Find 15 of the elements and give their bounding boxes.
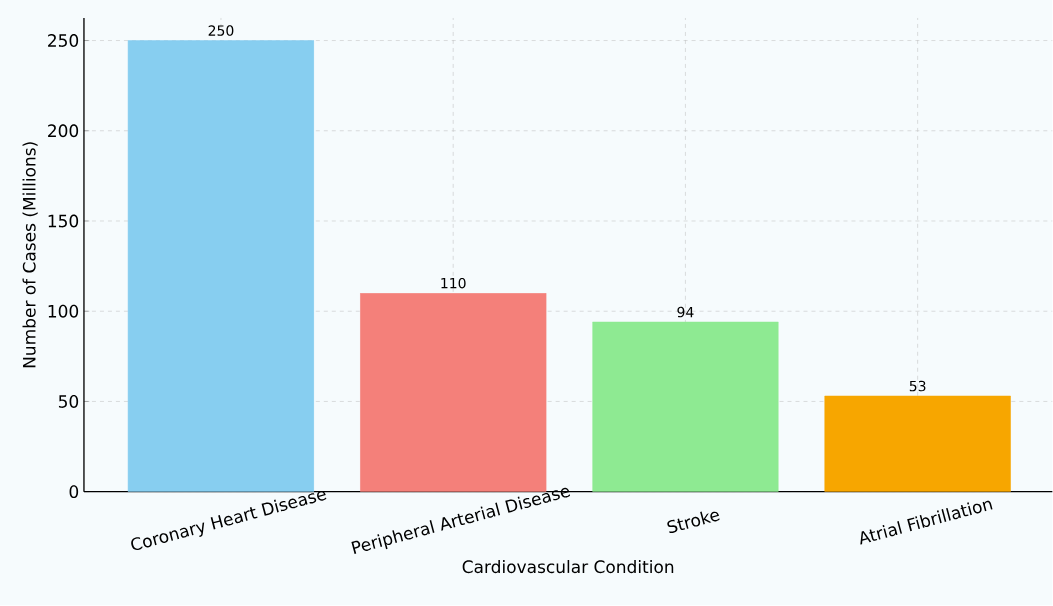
x-axis-title: Cardiovascular Condition	[462, 560, 674, 574]
bar	[127, 40, 315, 492]
x-tick-label: Stroke	[667, 511, 720, 534]
y-tick-label: 150	[48, 214, 79, 228]
data-label: 250	[208, 25, 234, 36]
x-tick-label: Coronary Heart Disease	[131, 491, 327, 551]
y-tick-label: 100	[48, 304, 79, 318]
data-label: 53	[909, 380, 926, 392]
y-axis-title: Number of Cases (Millions)	[22, 142, 38, 368]
y-tick-label: 200	[48, 124, 79, 138]
data-label: 110	[441, 278, 466, 289]
y-tick-label: 250	[48, 34, 79, 48]
y-tick-label: 0	[69, 485, 79, 499]
data-label: 94	[677, 306, 694, 318]
y-tick-label: 50	[58, 395, 79, 409]
